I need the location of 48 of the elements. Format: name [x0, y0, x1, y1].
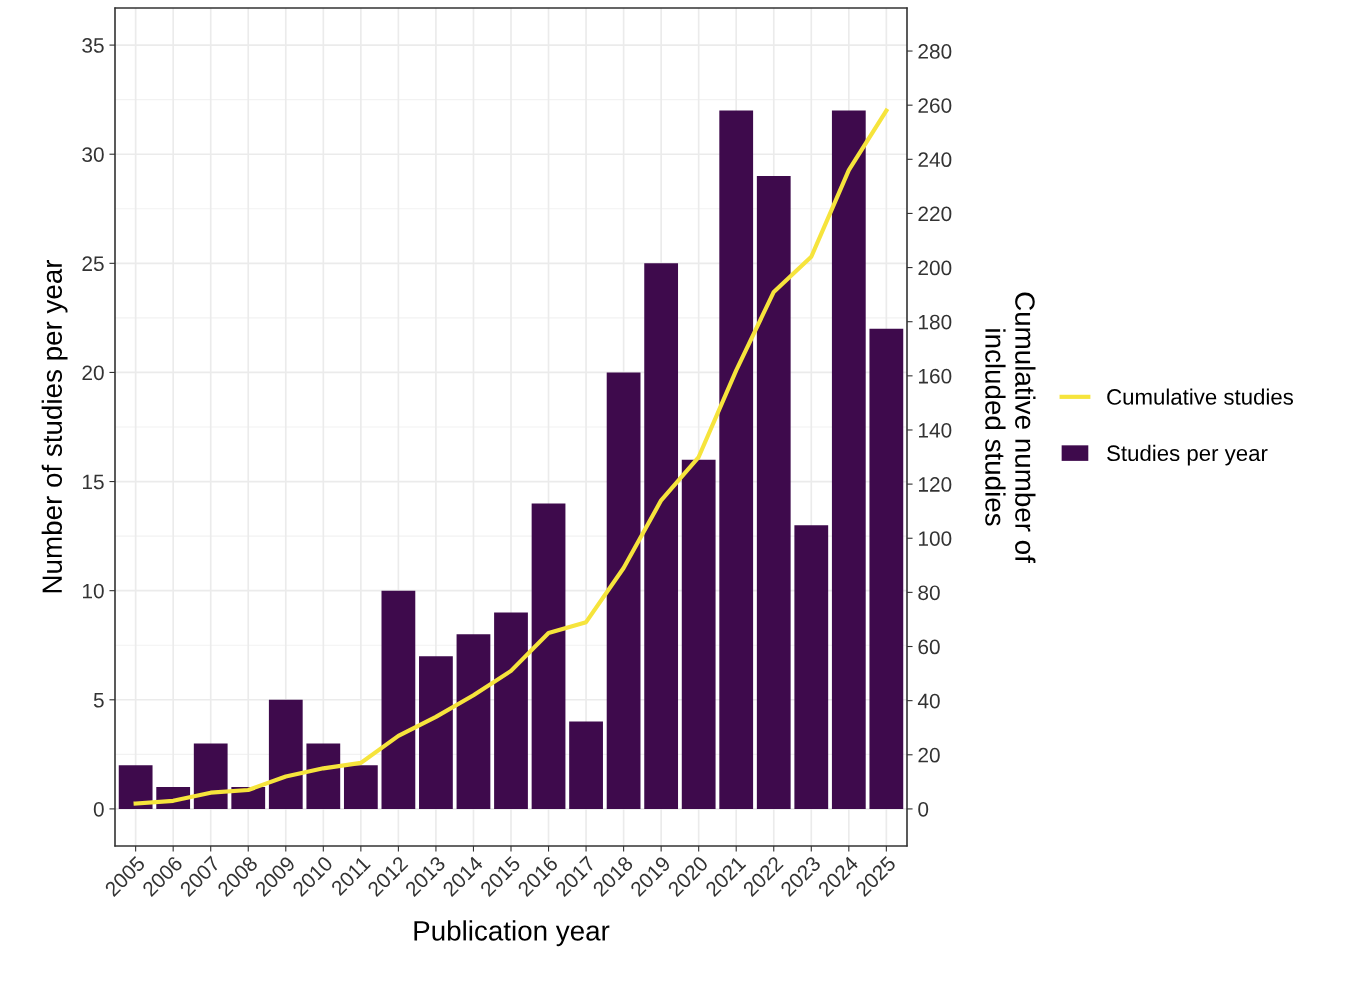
bar — [869, 328, 904, 809]
y-tick-label: 0 — [93, 801, 104, 817]
bar — [419, 656, 453, 809]
bar — [531, 503, 566, 809]
y2-tick-label: 80 — [918, 585, 940, 601]
bar — [719, 110, 754, 809]
bar — [118, 765, 153, 809]
bar — [644, 263, 679, 809]
bar — [681, 459, 716, 809]
bar — [606, 372, 641, 809]
y2-tick-label: 20 — [918, 747, 940, 763]
y2-tick-label: 40 — [917, 693, 940, 709]
bar — [456, 634, 491, 809]
y-tick-label: 5 — [93, 693, 104, 708]
y2-tick-label: 60 — [918, 639, 940, 655]
x-axis-title: Publication year — [414, 920, 610, 947]
y2-tick-label: 220 — [918, 206, 952, 222]
bar — [343, 765, 378, 809]
bar — [381, 590, 416, 809]
line-series — [133, 108, 889, 806]
bar — [306, 743, 341, 809]
y-tick-label: 30 — [82, 147, 104, 162]
y2-tick-label: 160 — [919, 368, 952, 384]
y2-tick-label: 0 — [918, 801, 929, 817]
y2-tick-label: 140 — [919, 422, 952, 438]
y2-tick-label: 240 — [918, 152, 952, 168]
y2-tick-label: 280 — [918, 44, 952, 59]
bar — [831, 110, 866, 809]
bar — [756, 176, 791, 809]
y-tick-label: 10 — [83, 583, 104, 599]
y-axis-title: Number of studies per year — [41, 259, 68, 593]
y2-axis-title: Cumulative number of included studies — [985, 292, 1036, 563]
legend-label: Cumulative studies — [1107, 388, 1294, 405]
y2-tick-label: 180 — [919, 314, 952, 330]
y2-tick-label: 100 — [919, 531, 952, 546]
y2-tick-label: 260 — [918, 98, 952, 113]
bar — [494, 612, 528, 809]
y-tick-label: 35 — [82, 38, 104, 53]
y-tick-label: 20 — [82, 365, 104, 381]
y-tick-label: 25 — [82, 256, 104, 272]
bar — [794, 525, 829, 809]
legend-label: Studies per year — [1107, 444, 1268, 466]
bar — [193, 743, 228, 809]
y2-tick-label: 200 — [918, 260, 952, 276]
bar — [569, 721, 603, 809]
y-tick-label: 15 — [83, 474, 104, 490]
y2-tick-label: 120 — [919, 477, 952, 492]
bar — [268, 699, 303, 809]
